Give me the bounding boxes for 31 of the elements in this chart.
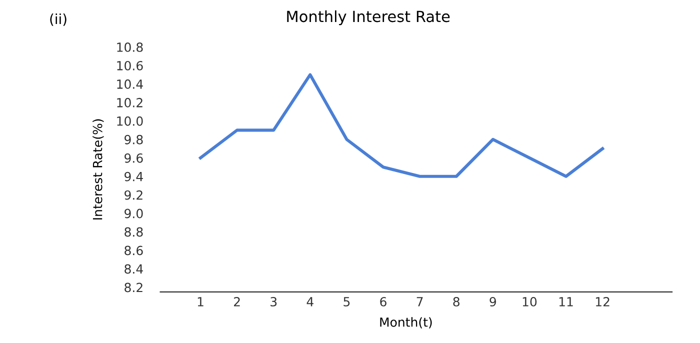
line-series bbox=[198, 73, 604, 178]
x-axis-title: Month(t) bbox=[380, 317, 432, 328]
y-tick-label: 8.6 bbox=[124, 246, 143, 256]
x-tick-label: 3 bbox=[270, 296, 277, 306]
y-tick-label: 10.2 bbox=[117, 98, 142, 108]
y-tick-label: 9.2 bbox=[124, 190, 142, 200]
x-tick-label: 10 bbox=[522, 296, 537, 306]
y-tick-label: 8.2 bbox=[124, 282, 142, 292]
x-tick-label: 2 bbox=[234, 296, 240, 306]
x-tick-label: 12 bbox=[596, 296, 610, 306]
x-tick-label: 5 bbox=[344, 297, 350, 306]
x-tick-label: 9 bbox=[490, 296, 496, 306]
y-axis-title: Interest Rate(%) bbox=[92, 119, 104, 220]
text: (ii) bbox=[50, 13, 66, 26]
x-tick-label: 7 bbox=[416, 297, 423, 306]
y-tick-label: 9.6 bbox=[124, 153, 143, 163]
x-tick-label: 4 bbox=[306, 297, 314, 306]
y-tick-label: 9.4 bbox=[124, 172, 143, 182]
x-tick-label: 6 bbox=[380, 296, 386, 306]
y-tick-label: 10.0 bbox=[117, 116, 143, 126]
y-tick-label: 8.8 bbox=[124, 227, 143, 237]
x-tick-label: 8 bbox=[453, 296, 460, 306]
y-tick-label: 9.0 bbox=[124, 208, 143, 218]
y-tick-label: 9.8 bbox=[124, 134, 143, 144]
x-tick-label: 1 bbox=[198, 297, 204, 306]
y-tick-label: 10.4 bbox=[117, 79, 143, 89]
y-tick-label: 10.8 bbox=[117, 42, 143, 52]
x-tick-label: 11 bbox=[559, 297, 573, 306]
y-tick-label: 8.4 bbox=[124, 264, 143, 274]
chart-title: Monthly Interest Rate bbox=[287, 10, 450, 26]
y-tick-label: 10.6 bbox=[117, 60, 143, 70]
